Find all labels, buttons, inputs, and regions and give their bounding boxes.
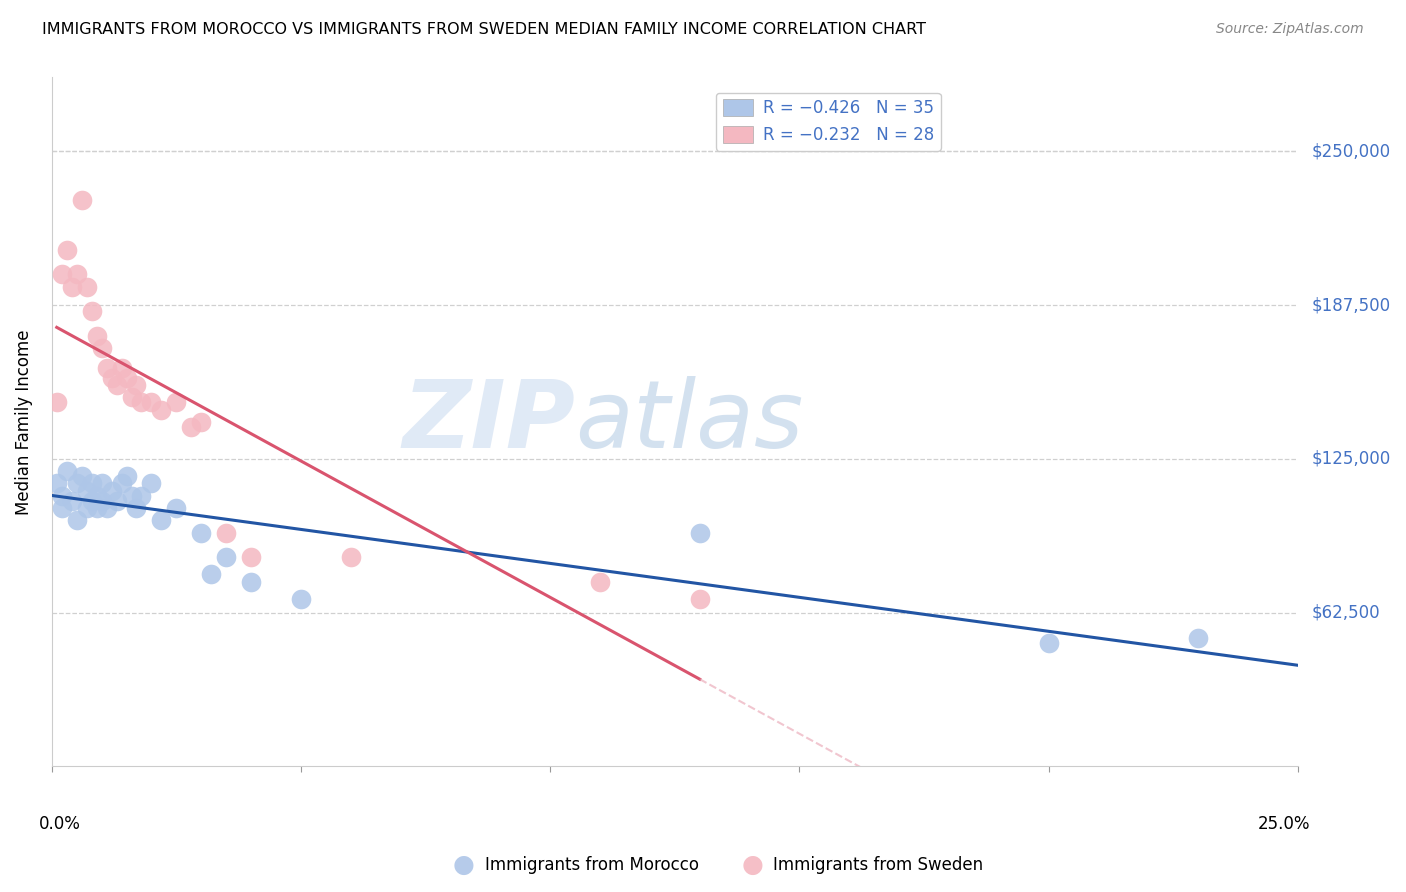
Point	[70, 469, 93, 483]
Point	[215, 525, 238, 540]
Point	[55, 243, 77, 257]
Point	[100, 370, 122, 384]
Point	[110, 476, 132, 491]
Text: IMMIGRANTS FROM MOROCCO VS IMMIGRANTS FROM SWEDEN MEDIAN FAMILY INCOME CORRELATI: IMMIGRANTS FROM MOROCCO VS IMMIGRANTS FR…	[42, 22, 927, 37]
Text: ●: ●	[741, 854, 763, 877]
Point	[76, 500, 98, 515]
Text: Immigrants from Sweden: Immigrants from Sweden	[773, 856, 983, 874]
Point	[131, 395, 153, 409]
Point	[90, 493, 112, 508]
Legend: R = −0.426   N = 35, R = −0.232   N = 28: R = −0.426 N = 35, R = −0.232 N = 28	[716, 93, 941, 151]
Y-axis label: Median Family Income: Median Family Income	[15, 329, 32, 515]
Point	[105, 493, 128, 508]
Point	[150, 402, 173, 417]
Point	[66, 267, 89, 281]
Point	[76, 279, 98, 293]
Point	[105, 378, 128, 392]
Point	[240, 550, 263, 565]
Point	[689, 592, 711, 607]
Text: $62,500: $62,500	[1312, 604, 1381, 622]
Point	[51, 500, 73, 515]
Text: Immigrants from Morocco: Immigrants from Morocco	[485, 856, 699, 874]
Text: 0.0%: 0.0%	[39, 814, 82, 832]
Point	[125, 500, 148, 515]
Point	[51, 489, 73, 503]
Point	[100, 483, 122, 498]
Point	[45, 395, 67, 409]
Point	[96, 500, 118, 515]
Text: atlas: atlas	[575, 376, 803, 467]
Point	[150, 513, 173, 527]
Text: ZIP: ZIP	[402, 376, 575, 468]
Point	[180, 419, 202, 434]
Point	[200, 567, 222, 582]
Point	[141, 476, 163, 491]
Point	[1187, 632, 1209, 646]
Text: ●: ●	[453, 854, 475, 877]
Point	[131, 489, 153, 503]
Point	[190, 415, 212, 429]
Point	[121, 390, 143, 404]
Point	[80, 304, 103, 318]
Point	[96, 360, 118, 375]
Point	[51, 267, 73, 281]
Text: $250,000: $250,000	[1312, 142, 1391, 161]
Point	[60, 493, 83, 508]
Point	[165, 395, 187, 409]
Point	[80, 476, 103, 491]
Point	[1038, 636, 1060, 650]
Point	[165, 500, 187, 515]
Point	[45, 476, 67, 491]
Point	[86, 489, 108, 503]
Point	[90, 476, 112, 491]
Point	[80, 493, 103, 508]
Text: 25.0%: 25.0%	[1258, 814, 1310, 832]
Point	[86, 328, 108, 343]
Point	[115, 469, 138, 483]
Point	[90, 341, 112, 355]
Point	[115, 370, 138, 384]
Point	[66, 513, 89, 527]
Point	[240, 574, 263, 589]
Text: $125,000: $125,000	[1312, 450, 1391, 467]
Point	[121, 489, 143, 503]
Point	[589, 574, 612, 589]
Point	[689, 525, 711, 540]
Text: $187,500: $187,500	[1312, 296, 1391, 314]
Point	[190, 525, 212, 540]
Point	[141, 395, 163, 409]
Point	[340, 550, 363, 565]
Point	[76, 483, 98, 498]
Text: Source: ZipAtlas.com: Source: ZipAtlas.com	[1216, 22, 1364, 37]
Point	[66, 476, 89, 491]
Point	[55, 464, 77, 478]
Point	[110, 360, 132, 375]
Point	[86, 500, 108, 515]
Point	[125, 378, 148, 392]
Point	[70, 194, 93, 208]
Point	[215, 550, 238, 565]
Point	[290, 592, 312, 607]
Point	[60, 279, 83, 293]
